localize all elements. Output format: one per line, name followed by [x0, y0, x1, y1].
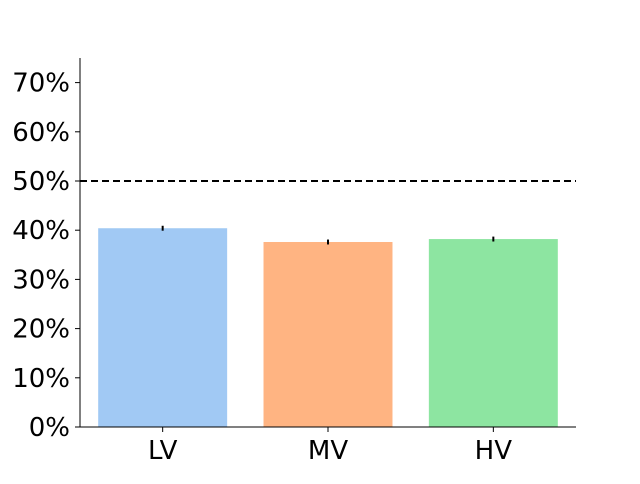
bar-lv	[98, 228, 228, 427]
x-tick-label: MV	[308, 436, 348, 466]
y-tick-label: 20%	[12, 315, 70, 345]
bars-layer	[98, 228, 558, 427]
y-tick-label: 0%	[29, 413, 70, 443]
x-tick-label: HV	[475, 436, 513, 466]
y-tick-label: 40%	[12, 216, 70, 246]
bar-hv	[428, 239, 558, 427]
y-ticks-layer: 0% 10% 20% 30% 40% 50% 60% 70%	[12, 69, 80, 443]
x-tick-label: LV	[148, 436, 178, 466]
y-tick-label: 60%	[12, 118, 70, 148]
x-ticks-layer: LV MV HV	[148, 427, 512, 466]
error-bars-layer	[161, 225, 495, 245]
y-tick-label: 70%	[12, 69, 70, 99]
y-tick-label: 10%	[12, 364, 70, 394]
y-tick-label: 30%	[12, 265, 70, 295]
bar-mv	[263, 242, 393, 427]
y-tick-label: 50%	[12, 167, 70, 197]
